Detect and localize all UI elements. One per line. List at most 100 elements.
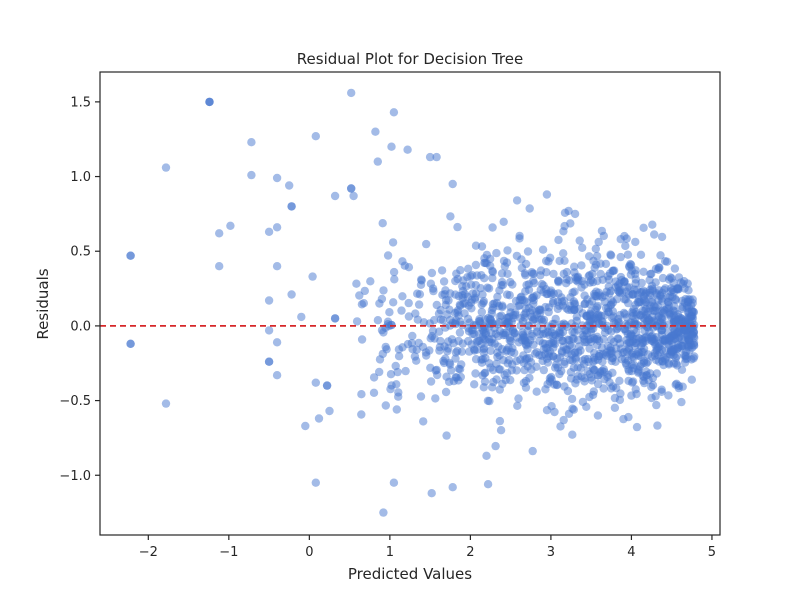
data-point bbox=[650, 230, 659, 239]
data-point bbox=[487, 306, 497, 315]
data-point bbox=[556, 422, 565, 431]
data-point bbox=[648, 220, 657, 229]
y-tick-label: 1.5 bbox=[70, 95, 91, 110]
data-point bbox=[647, 269, 656, 278]
data-point bbox=[643, 323, 653, 332]
data-point bbox=[357, 390, 366, 399]
data-point bbox=[588, 277, 598, 287]
data-point bbox=[595, 352, 604, 361]
data-point bbox=[414, 300, 424, 309]
data-point bbox=[432, 152, 441, 162]
data-point bbox=[624, 343, 634, 352]
y-tick-label: −1.0 bbox=[59, 469, 91, 484]
data-point bbox=[636, 311, 645, 320]
data-point bbox=[616, 235, 625, 244]
data-point bbox=[535, 336, 544, 345]
data-point bbox=[630, 285, 639, 294]
data-point bbox=[526, 358, 536, 367]
data-point bbox=[554, 289, 563, 298]
data-point bbox=[486, 346, 495, 355]
data-point bbox=[577, 283, 586, 292]
data-point bbox=[568, 327, 577, 337]
data-point bbox=[512, 251, 522, 261]
data-point bbox=[570, 262, 579, 271]
data-point bbox=[597, 226, 607, 236]
data-point bbox=[314, 414, 324, 423]
data-point bbox=[498, 379, 507, 389]
data-point bbox=[554, 276, 563, 286]
data-point bbox=[671, 294, 680, 304]
data-point bbox=[594, 237, 603, 247]
data-point bbox=[546, 253, 555, 262]
data-point bbox=[565, 276, 574, 285]
data-point bbox=[631, 275, 640, 284]
data-point bbox=[330, 314, 340, 323]
data-point bbox=[427, 489, 436, 498]
data-point bbox=[680, 351, 689, 360]
x-tick-label: −1 bbox=[219, 545, 238, 560]
y-axis-label: Residuals bbox=[34, 268, 52, 339]
data-points bbox=[126, 88, 699, 517]
data-point bbox=[444, 296, 453, 305]
data-point bbox=[426, 279, 436, 288]
data-point bbox=[485, 322, 494, 331]
data-point bbox=[495, 286, 504, 295]
data-point bbox=[571, 348, 580, 357]
data-point bbox=[577, 261, 586, 270]
data-point bbox=[355, 291, 364, 300]
data-point bbox=[496, 426, 506, 435]
data-point bbox=[226, 221, 235, 230]
data-point bbox=[439, 358, 449, 368]
data-point bbox=[598, 275, 607, 284]
data-point bbox=[613, 318, 623, 327]
data-point bbox=[604, 308, 613, 317]
data-point bbox=[532, 387, 541, 396]
data-point bbox=[575, 236, 584, 245]
data-point bbox=[606, 251, 616, 260]
data-point bbox=[639, 223, 648, 232]
data-point bbox=[647, 382, 656, 392]
data-point bbox=[580, 335, 589, 344]
data-point bbox=[657, 232, 667, 242]
data-point bbox=[566, 293, 575, 302]
data-point bbox=[464, 264, 473, 273]
data-point bbox=[657, 387, 666, 396]
data-point bbox=[601, 259, 611, 269]
data-point bbox=[670, 264, 680, 273]
data-point bbox=[514, 394, 523, 403]
data-point bbox=[297, 312, 306, 322]
data-point bbox=[541, 329, 550, 338]
data-point bbox=[542, 190, 552, 199]
data-point bbox=[352, 279, 361, 288]
data-point bbox=[547, 372, 556, 382]
data-point bbox=[521, 259, 531, 269]
data-point bbox=[653, 421, 662, 430]
data-point bbox=[589, 366, 599, 375]
data-point bbox=[689, 323, 698, 332]
data-point bbox=[455, 328, 465, 337]
data-point bbox=[477, 358, 487, 367]
data-point bbox=[451, 290, 460, 299]
data-point bbox=[512, 366, 521, 375]
data-point bbox=[624, 412, 633, 422]
data-point bbox=[515, 295, 524, 305]
data-point bbox=[330, 191, 340, 201]
data-point bbox=[631, 385, 640, 394]
data-point bbox=[442, 431, 451, 440]
data-point bbox=[621, 320, 631, 329]
x-tick-label: 4 bbox=[627, 545, 635, 560]
data-point bbox=[453, 306, 463, 315]
data-point bbox=[468, 289, 478, 298]
data-point bbox=[507, 317, 516, 326]
data-point bbox=[683, 279, 692, 288]
y-tick-label: 0.0 bbox=[70, 319, 91, 334]
data-point bbox=[560, 208, 570, 217]
data-point bbox=[438, 290, 447, 300]
data-point bbox=[593, 411, 603, 420]
data-point bbox=[666, 346, 676, 355]
data-point bbox=[442, 372, 451, 381]
data-point bbox=[537, 279, 547, 289]
data-point bbox=[643, 357, 652, 366]
data-point bbox=[577, 372, 586, 381]
data-point bbox=[470, 346, 479, 355]
